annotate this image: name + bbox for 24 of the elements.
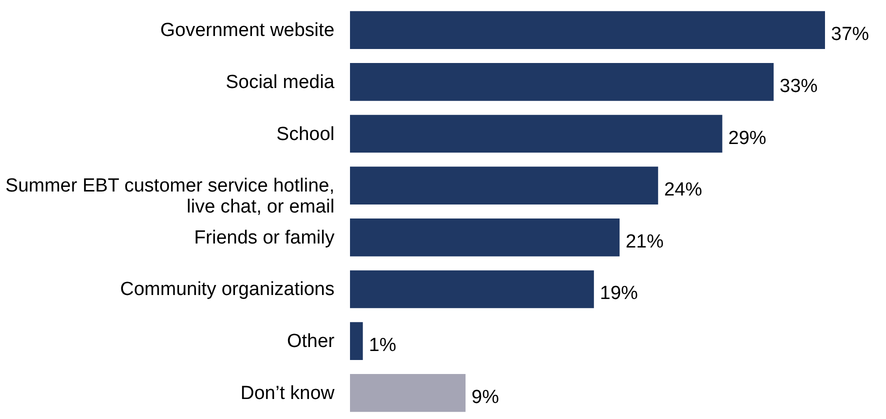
- y-tick-label: Government website: [160, 20, 334, 42]
- bar: [350, 218, 620, 256]
- data-label: 1%: [368, 335, 396, 356]
- bar: [350, 63, 774, 101]
- y-tick-label: Summer EBT customer service hotline, live chat, or email: [5, 176, 334, 218]
- bar: [350, 11, 825, 50]
- y-tick-label: Don’t know: [240, 382, 335, 404]
- data-label: 29%: [728, 128, 766, 149]
- y-tick-label: Social media: [226, 72, 335, 93]
- bar: [350, 270, 594, 308]
- data-label: 37%: [831, 24, 870, 46]
- y-tick-label: Friends or family: [194, 227, 335, 248]
- data-label: 24%: [664, 180, 702, 201]
- bar: [350, 322, 363, 360]
- y-tick-label: Other: [286, 331, 336, 352]
- bar: [350, 166, 658, 205]
- bar: [350, 114, 722, 153]
- y-tick-label: Community organizations: [120, 279, 334, 300]
- data-label: 21%: [626, 231, 664, 252]
- bar: [350, 374, 466, 412]
- y-tick-label: School: [276, 124, 334, 145]
- data-label: 9%: [472, 386, 500, 408]
- data-label: 19%: [600, 283, 638, 304]
- data-label: 33%: [780, 76, 818, 97]
